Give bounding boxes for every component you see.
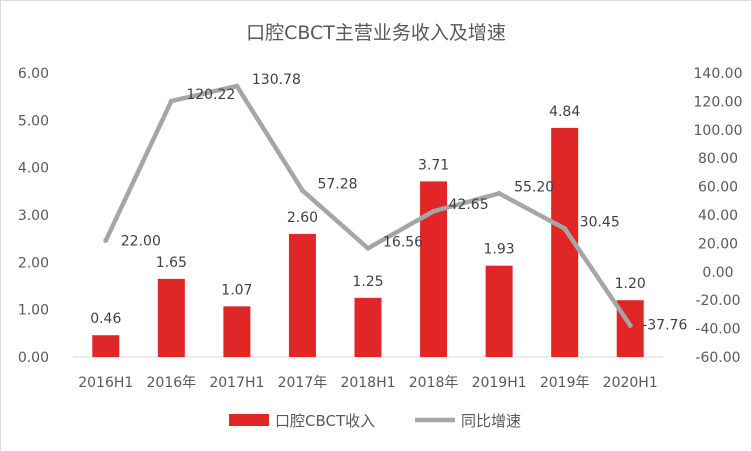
legend-label-income: 口腔CBCT收入: [275, 412, 375, 430]
left-axis-tick: 0.00: [18, 350, 49, 366]
x-axis-tick: 2019H1: [472, 375, 527, 391]
right-axis-tick: 140.00: [694, 66, 743, 82]
x-axis-tick: 2017年: [278, 375, 328, 391]
chart-title: 口腔CBCT主营业务收入及增速: [246, 22, 506, 44]
line-value-label: 42.65: [449, 197, 489, 213]
right-axis-tick: 40.00: [698, 208, 738, 224]
line-point: [299, 187, 305, 193]
right-axis-tick: 80.00: [698, 151, 738, 167]
bar: [157, 278, 185, 357]
legend-swatch-income: [229, 414, 269, 426]
line-point: [431, 208, 437, 214]
line-point: [562, 226, 568, 232]
left-axis: 0.00 1.00 2.00 3.00 4.00 5.00 6.00: [18, 66, 49, 366]
right-axis-tick: 120.00: [694, 94, 743, 110]
line-value-label: 57.28: [317, 176, 357, 192]
right-axis-tick: 60.00: [698, 180, 738, 196]
line-series: [103, 83, 633, 328]
right-axis-tick: 20.00: [698, 236, 738, 252]
x-axis-tick: 2018H1: [340, 375, 395, 391]
bar-series: [92, 127, 644, 357]
bar: [485, 265, 513, 357]
line-value-label: 120.22: [186, 87, 235, 103]
line-point: [627, 322, 633, 328]
right-axis-tick: -40.00: [695, 322, 740, 338]
x-axis-tick: 2020H1: [603, 375, 658, 391]
bar-value-label: 1.93: [484, 242, 515, 258]
left-axis-tick: 2.00: [18, 255, 49, 271]
x-axis-tick: 2016年: [147, 375, 197, 391]
line-point: [168, 98, 174, 104]
x-axis-tick: 2017H1: [209, 375, 264, 391]
bar-value-label: 1.25: [352, 274, 383, 290]
bar-value-label: 0.46: [90, 311, 121, 327]
legend-label-growth: 同比增速: [461, 412, 521, 430]
line-point: [234, 83, 240, 89]
left-axis-tick: 4.00: [18, 161, 49, 177]
right-axis-tick: -20.00: [695, 293, 740, 309]
line-value-label: 22.00: [121, 234, 161, 250]
line-point: [103, 238, 109, 244]
left-axis-tick: 1.00: [18, 303, 49, 319]
line-point: [496, 190, 502, 196]
x-axis-tick: 2016H1: [78, 375, 133, 391]
bar: [354, 297, 382, 357]
line-point: [365, 245, 371, 251]
right-axis-tick: 0.00: [702, 265, 733, 281]
right-axis: -60.00 -40.00 -20.00 0.00 20.00 40.00 60.00 80.…: [694, 66, 743, 366]
line-value-label: -37.76: [642, 317, 687, 333]
bar-value-label: 2.60: [287, 210, 318, 226]
right-axis-tick: -60.00: [695, 350, 740, 366]
line-value-label: 30.45: [580, 215, 620, 231]
bar: [92, 335, 120, 357]
x-axis-tick: 2018年: [409, 375, 459, 391]
left-axis-tick: 5.00: [18, 113, 49, 129]
line-value-label: 55.20: [514, 179, 554, 195]
bar-value-label: 1.20: [615, 276, 646, 292]
legend: 口腔CBCT收入 同比增速: [229, 412, 521, 430]
bar-value-label: 1.65: [156, 255, 187, 271]
bar: [223, 306, 251, 357]
bar-value-label: 1.07: [221, 282, 252, 298]
data-labels: 0.46 1.65 1.07 2.60 1.25 3.71 1.93 4.84 1.20 22.0…: [90, 72, 687, 333]
line-value-label: 130.78: [252, 72, 301, 88]
left-axis-tick: 3.00: [18, 208, 49, 224]
bar-value-label: 4.84: [549, 104, 580, 120]
left-axis-tick: 6.00: [18, 66, 49, 82]
right-axis-tick: 100.00: [694, 123, 743, 139]
x-axis-tick: 2019年: [540, 375, 590, 391]
line-value-label: 16.56: [383, 234, 423, 250]
bar: [288, 233, 316, 357]
x-axis: 2016H1 2016年 2017H1 2017年 2018H1 2018年 2019H1 2…: [73, 356, 663, 391]
bar-value-label: 3.71: [418, 157, 449, 173]
